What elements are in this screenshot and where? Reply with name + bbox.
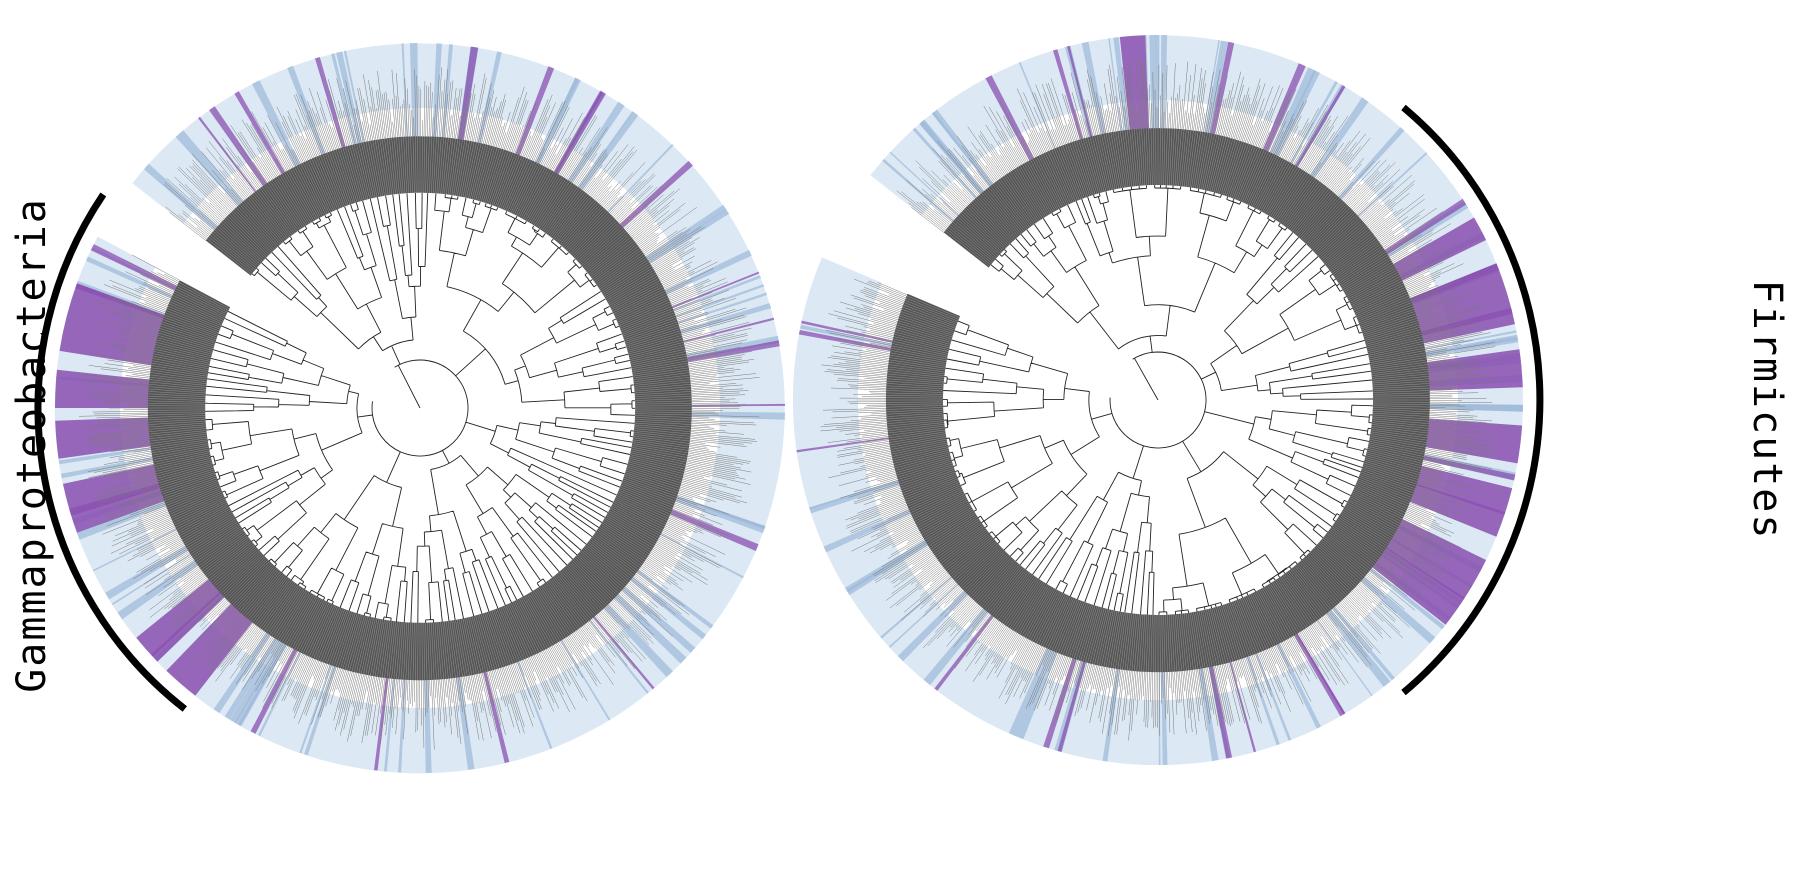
left-circular-phylogenetic-tree	[54, 43, 786, 774]
internal-branches	[204, 192, 635, 624]
internal-branches	[943, 185, 1374, 615]
firmicutes-clade-label: Firmicutes	[1744, 280, 1790, 541]
firmicutes-clade-bar	[1401, 104, 1544, 696]
right-circular-phylogenetic-tree	[792, 34, 1523, 766]
tip-labels	[820, 59, 1496, 741]
gammaproteobacteria-clade-label: Gammaproteobacteria	[9, 197, 55, 693]
gammaproteobacteria-clade-bar	[34, 192, 187, 712]
tip-labels	[78, 67, 760, 750]
